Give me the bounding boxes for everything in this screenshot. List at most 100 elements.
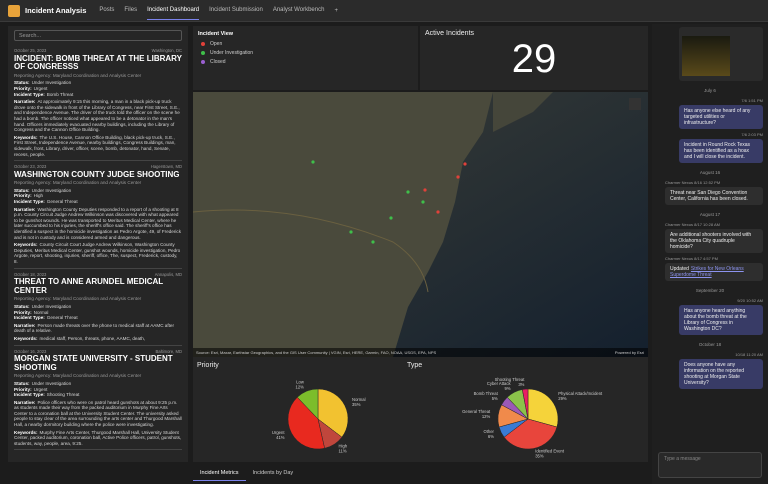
message-bubble: Incident in Round Rock Texas has been id… bbox=[679, 139, 763, 163]
field-label: Incident Type: bbox=[14, 392, 45, 398]
basemap-button[interactable] bbox=[629, 98, 641, 110]
legend-label: Under Investigation bbox=[210, 50, 254, 56]
field-label: Keywords: bbox=[14, 335, 38, 341]
pie-slice bbox=[317, 388, 349, 438]
incident-card[interactable]: October 18, 2023 Annapolis, MD THREAT TO A… bbox=[14, 269, 182, 346]
field-value: Police officers who were on patrol heard… bbox=[14, 399, 182, 428]
tab[interactable]: Incident Dashboard bbox=[147, 1, 200, 20]
field-value: At approximately 9:15 this morning, a ma… bbox=[14, 99, 180, 133]
slice-label: Physical Attack/Incident bbox=[558, 391, 603, 396]
message-time: 7/6 2:03 PM bbox=[741, 132, 763, 137]
slice-label: General Threat bbox=[462, 409, 491, 414]
tab[interactable]: Posts bbox=[99, 7, 115, 13]
legend-item: Closed bbox=[201, 59, 413, 65]
field-value: County Circuit Court Judge Andrew Wilkin… bbox=[14, 242, 181, 264]
incident-priority: Priority: High bbox=[14, 193, 182, 199]
incident-status: Status: Under Investigation bbox=[14, 381, 182, 387]
incident-narrative: Narrative: Person made threats over the p… bbox=[14, 323, 182, 334]
incident-meta: October 23, 2023 Hagerstown, MD bbox=[14, 164, 182, 170]
incident-agency: Reporting Agency: Maryland Coordination … bbox=[14, 296, 142, 302]
message-time: 9/20 10:52 AM bbox=[737, 298, 763, 303]
tab[interactable]: Incident Submission bbox=[209, 7, 263, 13]
slice-value: 9% bbox=[505, 386, 511, 391]
message-input[interactable]: Type a message bbox=[658, 452, 762, 478]
tab-list: Posts Files Incident Dashboard Incident Sub… bbox=[94, 1, 329, 20]
search-box[interactable]: Search... bbox=[14, 30, 182, 41]
field-value: Under Investigation bbox=[31, 303, 72, 309]
message-time: 10/18 11:20 AM bbox=[735, 352, 763, 357]
message-meta: 9/20 10:52 AM bbox=[679, 298, 763, 304]
message: 7/6 2:03 PM Incident in Round Rock Texas … bbox=[679, 132, 763, 163]
message-time: 8/16 12:52 PM bbox=[694, 180, 721, 185]
field-label: Priority: bbox=[14, 193, 32, 199]
link-preview[interactable] bbox=[679, 27, 763, 81]
tab[interactable]: Files bbox=[124, 7, 138, 13]
field-label: Keywords: bbox=[14, 429, 38, 435]
message-bubble: Threat near San Diego Convention Center,… bbox=[665, 187, 763, 205]
field-value: Washington County Deputies responded to … bbox=[14, 206, 182, 240]
message-text: Are additional shooters involved with th… bbox=[670, 232, 752, 250]
field-value: Urgent bbox=[33, 85, 48, 91]
slice-value: 12% bbox=[295, 385, 304, 390]
field-label: Priority: bbox=[14, 386, 32, 392]
field-label: Narrative: bbox=[14, 99, 36, 105]
slice-label: Other bbox=[483, 429, 494, 434]
slice-label: Low bbox=[296, 380, 305, 385]
message-time: 8/17 10:28 AM bbox=[694, 222, 720, 227]
chart-title: Priority bbox=[197, 362, 219, 369]
incident-date: October 23, 2023 bbox=[14, 164, 47, 170]
charts-background bbox=[193, 357, 648, 462]
incident-card[interactable]: October 25, 2023 Washington, DC INCIDENT: … bbox=[14, 45, 182, 162]
bottom-tab[interactable]: Incident Metrics bbox=[193, 466, 246, 481]
pie-slice bbox=[527, 388, 559, 428]
incident-type: Incident Type: Bomb Threat bbox=[14, 92, 182, 98]
message-meta: Charmer Nexus 8/16 12:52 PM bbox=[665, 180, 763, 186]
field-label: Narrative: bbox=[14, 206, 36, 212]
date-divider: July 6 bbox=[704, 88, 716, 93]
pie-slice bbox=[296, 388, 319, 420]
active-incidents: Active Incidents 29 bbox=[420, 26, 648, 90]
incident-priority: Priority: Urgent bbox=[14, 387, 182, 393]
incident-agency: Reporting Agency: Maryland Coordination … bbox=[14, 180, 142, 186]
attribution-bar bbox=[193, 348, 648, 357]
message-link[interactable]: Strikes for New Orleans Superdome Threat bbox=[670, 266, 744, 278]
message-text: Does anyone have any information on the … bbox=[684, 362, 745, 386]
pie-slice bbox=[522, 388, 529, 420]
map[interactable]: Source: Esri, Maxar, Earthstar Geographi… bbox=[193, 92, 648, 357]
incident-location: Annapolis, MD bbox=[154, 271, 182, 277]
slice-value: 35% bbox=[535, 453, 544, 458]
field-label: Keywords: bbox=[14, 242, 38, 248]
incident-card[interactable]: October 23, 2023 Hagerstown, MD WASHINGTON… bbox=[14, 161, 182, 269]
incident-meta: October 16, 2023 Baltimore, MD bbox=[14, 349, 182, 355]
field-value: Normal bbox=[33, 309, 49, 315]
date-divider: August 16 bbox=[699, 170, 721, 175]
field-value: Person made threats over the phone to me… bbox=[14, 322, 174, 334]
slice-value: 35% bbox=[352, 402, 361, 407]
legend-dot bbox=[201, 42, 205, 46]
message-bubble: Has anyone else heard of any targeted ut… bbox=[679, 105, 763, 129]
incident-meta: October 25, 2023 Washington, DC bbox=[14, 48, 182, 54]
field-value: Bomb Threat bbox=[46, 91, 74, 97]
incident-list: Search... October 25, 2023 Washington, DC… bbox=[8, 26, 188, 462]
incident-date: October 25, 2023 bbox=[14, 48, 47, 53]
tab[interactable]: Analyst Workbench bbox=[272, 7, 325, 13]
message-author: Charmer Nexus bbox=[665, 180, 694, 185]
bottom-tab[interactable]: Incidents by Day bbox=[252, 470, 294, 476]
incident-card[interactable]: October 16, 2023 Baltimore, MD MORGAN STAT… bbox=[14, 346, 182, 451]
field-value: Urgent bbox=[33, 386, 48, 392]
field-label: Priority: bbox=[14, 85, 32, 91]
message-meta: Charmer Nexus 8/17 4:57 PM bbox=[665, 256, 763, 262]
incident-agency: Reporting Agency: Maryland Coordination … bbox=[14, 373, 142, 379]
legend-item: Open bbox=[201, 41, 413, 47]
message-bubble: Has anyone heard anything about the bomb… bbox=[679, 305, 763, 335]
message-text: Threat near San Diego Convention Center,… bbox=[670, 190, 748, 202]
land bbox=[493, 92, 553, 132]
add-tab[interactable]: + bbox=[334, 7, 338, 14]
bottom-tabs: Incident Metrics Incidents by Day bbox=[193, 462, 648, 484]
incident-type: Incident Type: General Threat bbox=[14, 199, 182, 205]
slice-value: 3% bbox=[518, 382, 524, 387]
map-powered-by: Powered by Esri bbox=[615, 350, 644, 355]
legend-label: Closed bbox=[210, 59, 226, 65]
field-value: medical staff, Person, threats, phone, A… bbox=[39, 335, 146, 341]
